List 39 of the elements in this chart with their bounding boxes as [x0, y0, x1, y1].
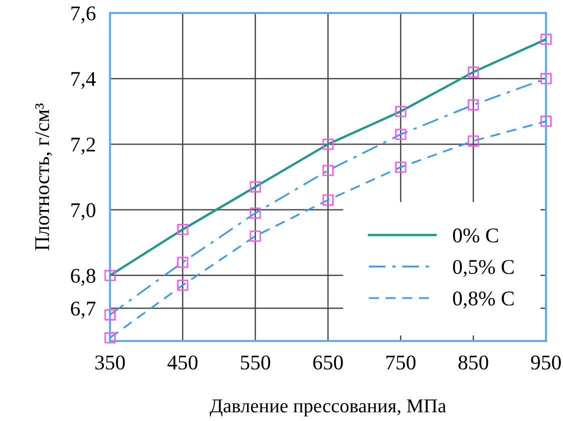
x-tick-label: 750 — [386, 355, 416, 370]
point — [468, 66, 479, 78]
point — [468, 135, 479, 146]
point — [250, 181, 261, 192]
point — [322, 194, 334, 206]
point — [104, 309, 116, 320]
x-axis-title: Давление прессования, МПа — [210, 400, 446, 416]
point — [104, 270, 116, 281]
x-tick-label: 350 — [95, 355, 125, 370]
legend-label: 0,8% C — [453, 291, 514, 309]
legend-label: 0,5% C — [453, 260, 514, 277]
y-tick-label: 7,4 — [71, 72, 96, 90]
point — [250, 230, 261, 242]
point — [322, 138, 334, 150]
y-tick-label: 7,6 — [71, 6, 96, 24]
y-tick-label: 6,7 — [70, 302, 96, 319]
y-tick-label: 7,0 — [71, 203, 96, 220]
point — [395, 106, 406, 117]
x-tick-label: 950 — [531, 355, 561, 370]
point — [322, 164, 334, 176]
point — [177, 256, 188, 268]
point — [250, 208, 261, 219]
x-tick-label: 850 — [458, 355, 488, 370]
point — [177, 280, 188, 291]
point — [395, 162, 406, 173]
point — [540, 34, 552, 45]
x-tick-label: 450 — [167, 355, 198, 370]
point — [177, 224, 188, 236]
point — [540, 73, 552, 84]
point — [540, 116, 552, 127]
y-tick-label: 6,8 — [70, 268, 96, 286]
x-tick-label: 550 — [240, 355, 270, 370]
legend-label: 0% C — [453, 228, 498, 243]
x-tick-label: 650 — [313, 355, 343, 370]
y-axis-title: Плотность, г/см³ — [35, 103, 52, 250]
point — [468, 99, 479, 110]
point — [395, 128, 406, 140]
point — [104, 332, 116, 344]
y-tick-label: 7,2 — [71, 138, 95, 155]
